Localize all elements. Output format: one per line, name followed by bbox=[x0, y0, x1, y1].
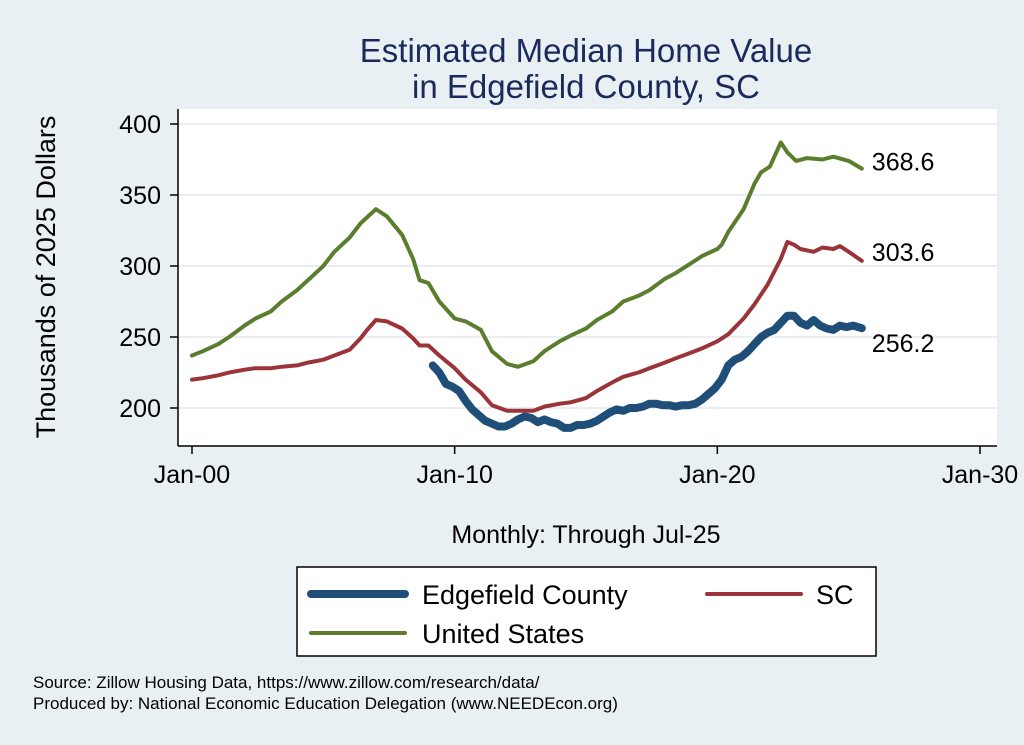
y-tick-label: 250 bbox=[119, 324, 161, 352]
legend-label-us: United States bbox=[422, 619, 584, 649]
x-tick-label: Jan-10 bbox=[416, 461, 492, 489]
y-tick-label: 200 bbox=[119, 395, 161, 423]
series-line-us bbox=[190, 140, 864, 369]
y-axis-title: Thousands of 2025 Dollars bbox=[31, 116, 61, 439]
end-label-sc: 303.6 bbox=[872, 239, 935, 267]
x-axis-title: Monthly: Through Jul-25 bbox=[451, 521, 720, 549]
legend-label-edgefield: Edgefield County bbox=[422, 580, 628, 610]
series-line-sc bbox=[190, 239, 864, 413]
legend-box bbox=[296, 566, 877, 657]
axes: 200 250 300 350 400 Jan-00 Jan-10 Jan-20 Jan-30 bbox=[119, 109, 1018, 489]
plot-area bbox=[178, 109, 997, 446]
legend: Edgefield County SC United States bbox=[307, 580, 854, 649]
grid-lines bbox=[178, 123, 997, 409]
legend-label-sc: SC bbox=[816, 580, 854, 610]
x-tick-label: Jan-30 bbox=[942, 461, 1018, 489]
x-tick-label: Jan-00 bbox=[154, 461, 230, 489]
y-tick-label: 400 bbox=[119, 111, 161, 139]
x-tick-label: Jan-20 bbox=[679, 461, 755, 489]
y-tick-label: 350 bbox=[119, 182, 161, 210]
chart-title-line-1: Estimated Median Home Value bbox=[360, 32, 812, 69]
source-note: Source: Zillow Housing Data, https://www… bbox=[33, 673, 540, 692]
chart-title-line-2: in Edgefield County, SC bbox=[412, 68, 760, 105]
end-label-edgefield: 256.2 bbox=[872, 330, 935, 358]
producer-note: Produced by: National Economic Education… bbox=[33, 694, 618, 713]
series-layer bbox=[190, 140, 866, 432]
end-labels: 368.6 303.6 256.2 bbox=[872, 149, 935, 359]
series-line-edgefield bbox=[428, 311, 866, 432]
end-label-us: 368.6 bbox=[872, 149, 935, 177]
y-tick-label: 300 bbox=[119, 253, 161, 281]
